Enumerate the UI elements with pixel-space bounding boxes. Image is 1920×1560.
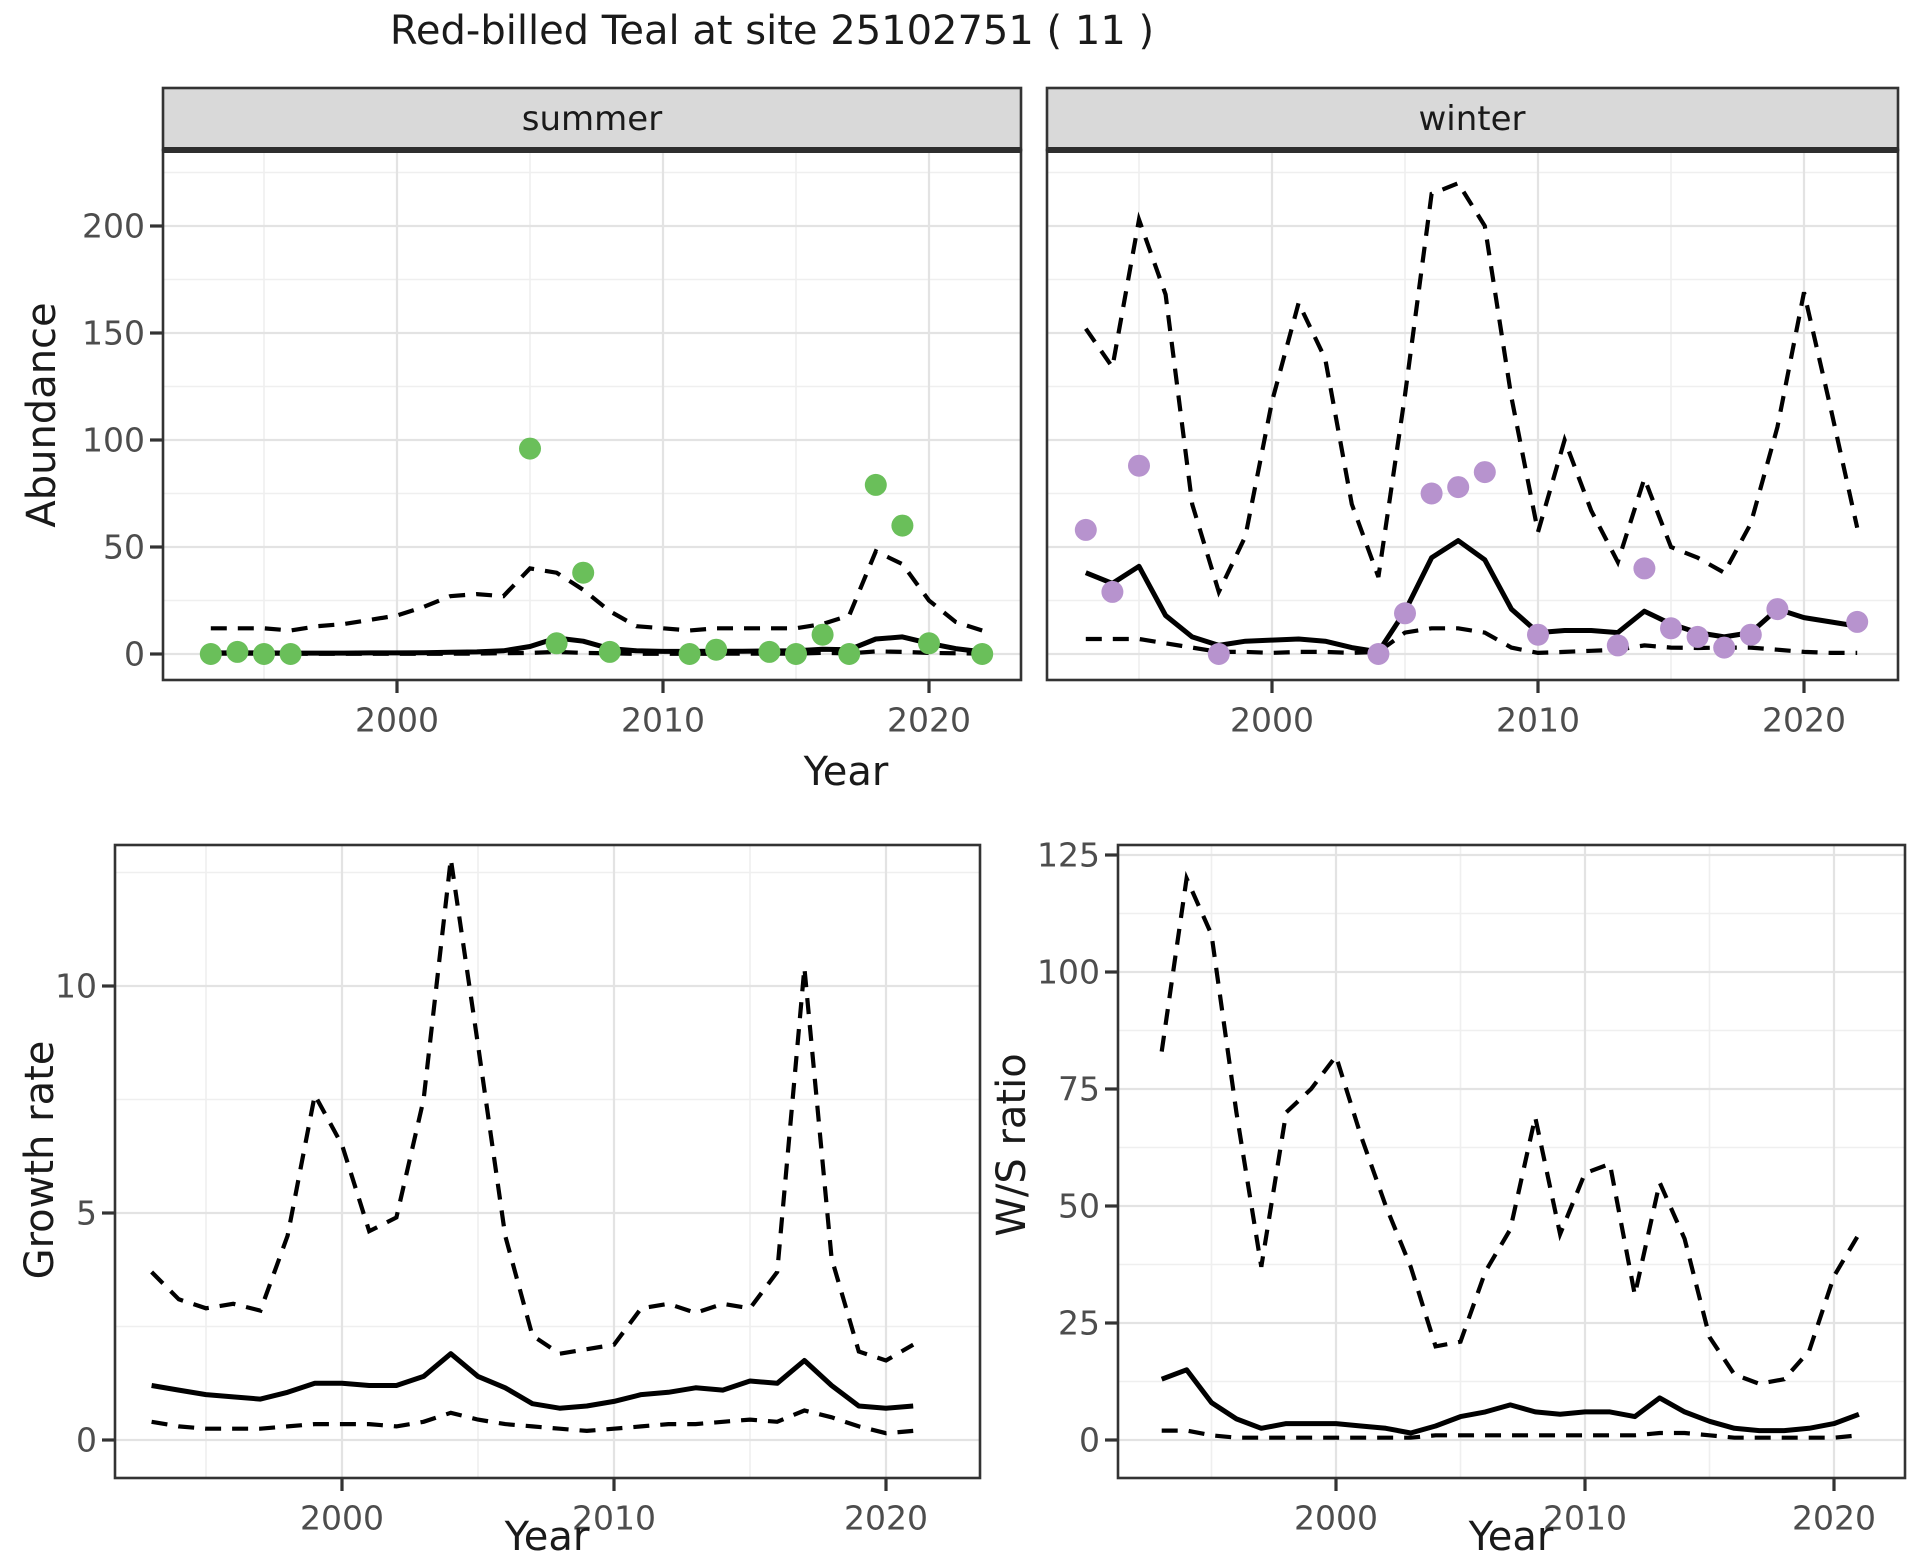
winter-data-point	[1420, 482, 1443, 505]
growth-lower-ci-line	[151, 1408, 914, 1436]
y-axis-tick-label: 5	[76, 1194, 97, 1233]
winter-data-point	[1394, 602, 1416, 625]
y-axis-tick-label: 25	[1058, 1304, 1100, 1343]
winter-upper-ci-line	[1084, 180, 1860, 598]
y-axis-tick-label: 0	[1079, 1421, 1100, 1460]
growth-upper-ci-line	[150, 858, 915, 1363]
x-axis-tick-label: 2020	[887, 701, 971, 740]
x-axis-tick-label: 2020	[1762, 701, 1846, 740]
y-axis-tick-label: 75	[1058, 1070, 1100, 1109]
growth-median-line	[151, 1351, 914, 1411]
y-axis-title-growth-rate: Growth rate	[17, 1040, 63, 1280]
ws-lower-ci-line	[1161, 1428, 1860, 1440]
x-axis-tick-label: 2020	[844, 1499, 928, 1538]
x-axis-tick-label: 2010	[1543, 1499, 1627, 1538]
summer-data-point	[545, 632, 568, 655]
winter-panel: 2000 2010 2020	[1045, 86, 1900, 740]
y-axis-tick-label: 10	[55, 967, 97, 1006]
y-axis-tick-label: 0	[124, 635, 145, 674]
ws-upper-ci-line	[1159, 870, 1861, 1386]
y-axis-tick-label: 100	[82, 421, 145, 460]
summer-data-point	[253, 643, 275, 665]
y-axis-tick-label: 125	[1037, 836, 1100, 875]
summer-data-point	[519, 437, 541, 460]
facet-strip-summer: summer	[521, 99, 663, 139]
winter-data-point	[1101, 580, 1124, 603]
summer-data-point	[678, 643, 701, 665]
winter-data-point	[1686, 625, 1709, 648]
summer-data-point	[705, 638, 728, 661]
summer-data-point	[971, 643, 994, 665]
chart-title: Red-billed Teal at site 25102751 ( 11 )	[389, 8, 1155, 54]
summer-data-point	[838, 643, 861, 665]
facet-strip-winter: winter	[1418, 99, 1526, 139]
summer-data-point	[758, 640, 781, 663]
ws-median-line	[1160, 1367, 1860, 1436]
x-axis-title-year-ws: Year	[1468, 1514, 1554, 1560]
winter-data-point	[1606, 634, 1629, 657]
x-axis-title-year-growth: Year	[504, 1514, 590, 1560]
summer-data-point	[864, 473, 887, 496]
summer-data-point	[918, 632, 940, 655]
x-axis-tick-label: 2010	[621, 701, 705, 740]
x-axis-tick-label: 2010	[572, 1499, 656, 1538]
x-axis-title-year-top: Year	[803, 749, 889, 795]
x-axis-tick-label: 2020	[1792, 1499, 1876, 1538]
winter-data-point	[1660, 617, 1682, 640]
summer-data-point	[199, 643, 222, 665]
summer-data-point	[891, 514, 914, 537]
ws-panel: 2000 2010 2020 0 25 50 75 100 125	[1037, 836, 1907, 1538]
x-axis-tick-label: 2000	[1230, 701, 1314, 740]
summer-data-point	[226, 640, 249, 663]
winter-data-point	[1633, 557, 1656, 580]
x-axis-tick-label: 2000	[355, 701, 439, 740]
y-axis-tick-label: 200	[82, 207, 145, 246]
x-axis-tick-label: 2000	[1294, 1499, 1378, 1538]
winter-data-point	[1128, 454, 1150, 477]
y-axis-tick-label: 50	[103, 528, 145, 567]
y-axis-title-ws-ratio: W/S ratio	[989, 1053, 1035, 1237]
growth-panel: 2000 2010 2020 0 5 10	[55, 843, 982, 1538]
summer-facet-strip	[161, 86, 1023, 152]
summer-data-point	[785, 643, 807, 665]
summer-panel: 2000 2010 2020 0 50 100 150 200	[82, 86, 1023, 740]
y-axis-tick-label: 150	[82, 314, 145, 353]
winter-data-point	[1766, 598, 1789, 621]
y-axis-tick-label: 0	[76, 1421, 97, 1460]
winter-data-point	[1713, 636, 1736, 659]
summer-data-point	[279, 643, 302, 665]
y-axis-title-abundance: Abundance	[19, 302, 65, 528]
winter-data-point	[1074, 518, 1097, 541]
x-axis-tick-label: 2010	[1496, 701, 1580, 740]
winter-data-point	[1846, 610, 1869, 633]
y-axis-tick-label: 100	[1037, 953, 1100, 992]
winter-data-point	[1207, 643, 1230, 665]
winter-data-point	[1447, 476, 1470, 499]
y-axis-tick-label: 50	[1058, 1187, 1100, 1226]
x-axis-tick-label: 2000	[300, 1499, 384, 1538]
summer-data-point	[572, 561, 595, 584]
summer-data-point	[598, 640, 621, 663]
winter-data-point	[1739, 623, 1762, 646]
winter-data-point	[1367, 643, 1390, 665]
winter-data-point	[1527, 623, 1549, 646]
winter-data-point	[1473, 461, 1496, 484]
summer-upper-ci-line	[210, 548, 983, 633]
summer-data-point	[811, 623, 834, 646]
